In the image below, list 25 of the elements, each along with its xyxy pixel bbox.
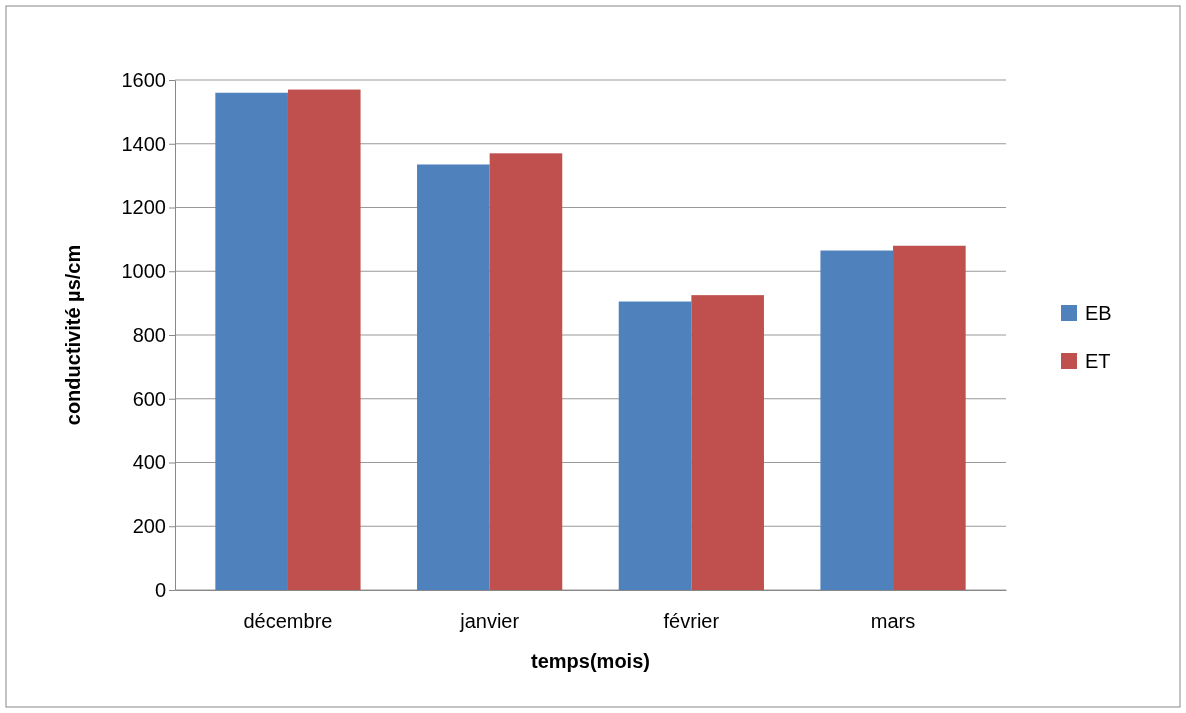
y-tick-label: 1200 (121, 196, 166, 219)
bar (417, 164, 490, 590)
legend-label: EB (1085, 302, 1112, 324)
bar (215, 92, 288, 590)
y-tick-label: 600 (132, 387, 166, 410)
bar (618, 301, 692, 590)
x-tick-label: décembre (243, 610, 333, 633)
bar (287, 89, 361, 590)
x-tick-label: février (663, 610, 720, 633)
bar (489, 153, 563, 590)
bar (820, 250, 894, 590)
y-tick-label: 0 (154, 578, 166, 601)
bar (691, 295, 764, 590)
x-axis-title: temps(mois) (531, 650, 650, 672)
y-tick-label: 1400 (121, 132, 166, 155)
legend-label: ET (1085, 350, 1111, 372)
y-tick-label: 800 (132, 323, 166, 346)
x-tick-label: janvier (459, 610, 520, 633)
y-axis-title: conductivité µs/cm (62, 244, 84, 426)
y-tick-label: 400 (132, 451, 166, 474)
x-tick-label: mars (870, 610, 916, 633)
y-tick-label: 1600 (121, 68, 166, 91)
y-tick-label: 1000 (121, 260, 166, 283)
y-tick-label: 200 (132, 515, 166, 538)
bar (893, 245, 966, 590)
